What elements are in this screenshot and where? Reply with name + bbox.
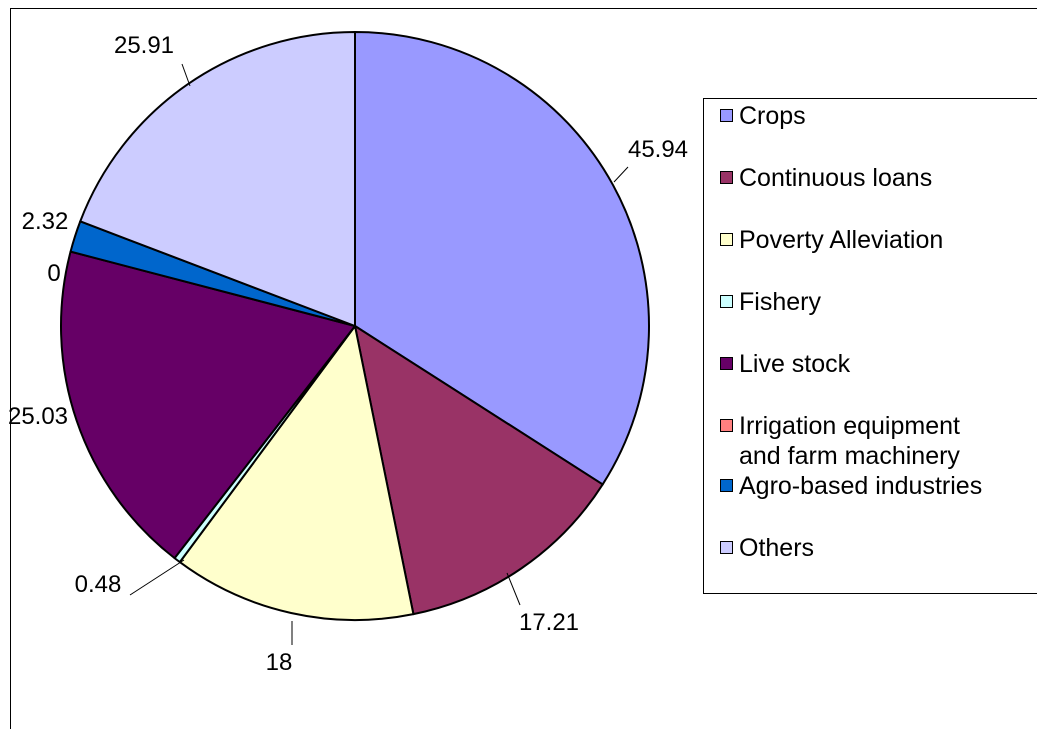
data-label-agro-based-industries: 2.32 <box>22 208 69 235</box>
legend-swatch-poverty-alleviation <box>720 233 733 246</box>
legend-item-irrigation-equipment: Irrigation equipment and farm machinery <box>720 411 960 471</box>
legend-swatch-continuous-loans <box>720 171 733 184</box>
pie-slice-live-stock <box>60 250 356 560</box>
legend-item-continuous-loans: Continuous loans <box>720 163 932 193</box>
leader-line-crops <box>613 166 629 183</box>
data-label-irrigation-equipment: 0 <box>47 260 60 287</box>
legend: Crops Continuous loans Poverty Alleviation… <box>703 98 1037 594</box>
legend-label-fishery: Fishery <box>739 288 821 316</box>
pie-slice-continuous-loans <box>354 325 604 616</box>
legend-label-continuous-loans: Continuous loans <box>739 164 933 192</box>
legend-label-poverty-alleviation: Poverty Alleviation <box>739 226 944 254</box>
legend-swatch-fishery <box>720 295 733 308</box>
legend-item-agro-based-industries: Agro-based industries <box>720 471 982 501</box>
chart-frame-top <box>10 8 1037 9</box>
legend-label-irrigation-equipment: Irrigation equipment and farm machinery <box>739 412 960 470</box>
pie-slice-others <box>79 31 356 327</box>
legend-swatch-irrigation-equipment <box>720 419 733 432</box>
legend-item-fishery: Fishery <box>720 287 821 317</box>
chart-frame-left <box>10 8 11 729</box>
legend-swatch-live-stock <box>720 357 733 370</box>
legend-label-others: Others <box>739 534 815 562</box>
data-label-continuous-loans: 17.21 <box>519 609 579 636</box>
legend-label-crops: Crops <box>739 102 806 130</box>
legend-item-crops: Crops <box>720 101 806 131</box>
data-label-others: 25.91 <box>114 32 174 59</box>
legend-item-poverty-alleviation: Poverty Alleviation <box>720 225 943 255</box>
legend-label-live-stock: Live stock <box>739 350 851 378</box>
data-label-poverty-alleviation: 18 <box>266 649 293 676</box>
leader-line-fishery <box>129 559 185 596</box>
legend-label-agro-based-industries: Agro-based industries <box>739 472 983 500</box>
data-label-live-stock: 25.03 <box>8 403 68 430</box>
pie-slice-crops <box>354 31 650 486</box>
legend-swatch-agro-based-industries <box>720 479 733 492</box>
legend-swatch-crops <box>720 109 733 122</box>
data-label-fishery: 0.48 <box>75 571 122 598</box>
data-label-crops: 45.94 <box>628 136 688 163</box>
leader-line-continuous-loans <box>506 572 521 606</box>
pie-slice-poverty-alleviation <box>178 325 415 621</box>
leader-line-others <box>181 63 191 87</box>
legend-item-others: Others <box>720 533 814 563</box>
legend-item-live-stock: Live stock <box>720 349 850 379</box>
legend-swatch-others <box>720 541 733 554</box>
